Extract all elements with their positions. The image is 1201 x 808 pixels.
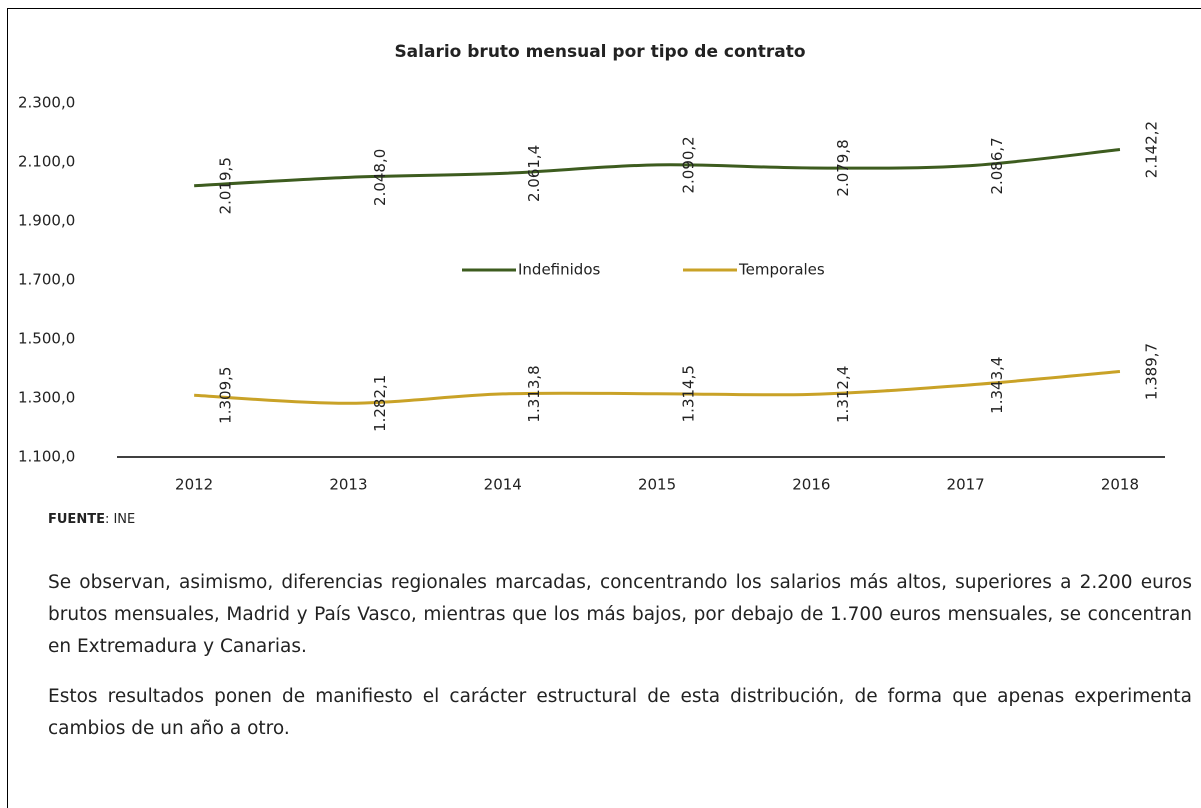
source-label: FUENTE [48,512,105,527]
legend-label: Temporales [738,261,825,279]
y-tick-label: 1.300,0 [18,389,75,407]
data-label: 2.086,7 [988,137,1006,194]
data-label: 1.343,4 [988,357,1006,414]
legend-label: Indefinidos [518,261,601,279]
y-tick-label: 1.900,0 [18,212,75,230]
y-tick-label: 1.500,0 [18,330,75,348]
data-label: 1.313,8 [525,365,543,422]
source-text: : INE [104,512,136,527]
source: FUENTE: INE [48,512,135,527]
data-label: 2.019,5 [217,157,235,214]
x-tick-label: 2012 [175,476,213,494]
data-label: 2.079,8 [834,139,852,196]
data-label: 2.142,2 [1142,121,1160,178]
data-label: 1.314,5 [680,365,698,422]
paragraph: Se observan, asimismo, diferencias regio… [48,572,1192,657]
x-tick-label: 2017 [947,476,985,494]
x-tick-label: 2013 [329,476,367,494]
x-tick-label: 2014 [484,476,522,494]
chart: Salario bruto mensual por tipo de contra… [18,42,1165,494]
x-tick-label: 2015 [638,476,676,494]
frame [7,8,1201,808]
data-label: 1.282,1 [371,375,389,432]
paragraph: Estos resultados ponen de manifiesto el … [48,686,1192,739]
data-label: 2.090,2 [680,136,698,193]
y-tick-label: 1.100,0 [18,448,75,466]
y-tick-label: 2.300,0 [18,94,75,112]
chart-title: Salario bruto mensual por tipo de contra… [394,42,805,62]
y-tick-label: 1.700,0 [18,271,75,289]
data-label: 1.389,7 [1142,343,1160,400]
y-tick-label: 2.100,0 [18,153,75,171]
line [194,148,1121,188]
data-label: 1.312,4 [834,366,852,423]
data-label: 2.048,0 [371,149,389,206]
data-label: 1.309,5 [217,367,235,424]
line [194,370,1121,405]
data-label: 2.061,4 [525,145,543,202]
x-tick-label: 2016 [792,476,830,494]
x-tick-label: 2018 [1101,476,1139,494]
